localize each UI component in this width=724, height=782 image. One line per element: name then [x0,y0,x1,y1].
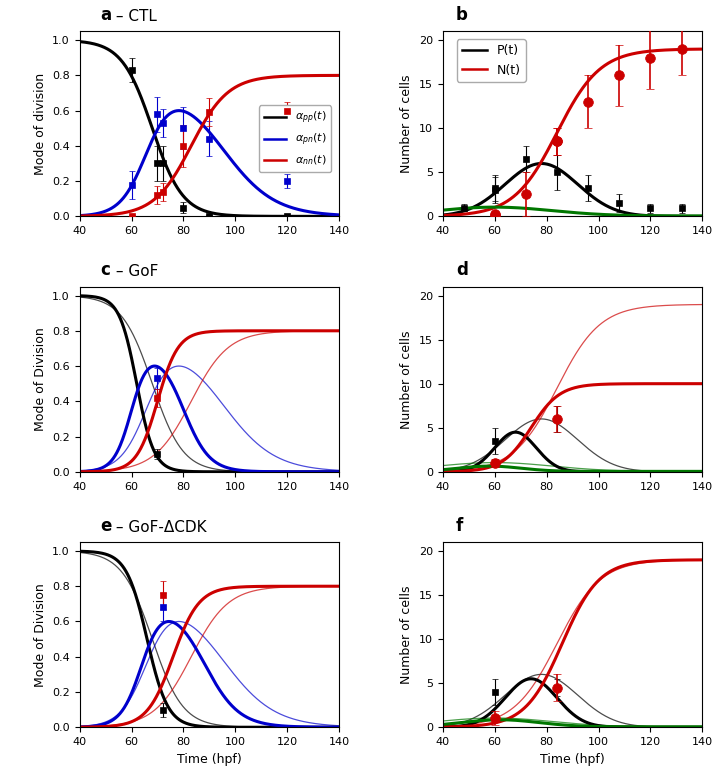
X-axis label: Time (hpf): Time (hpf) [540,752,605,766]
Text: f: f [456,517,463,535]
Text: – CTL: – CTL [111,9,156,24]
Text: e: e [101,517,111,535]
Text: b: b [456,6,468,24]
Text: – GoF-ΔCDK: – GoF-ΔCDK [111,520,206,535]
Y-axis label: Mode of Division: Mode of Division [33,583,46,687]
Text: d: d [456,261,468,279]
Y-axis label: Mode of Division: Mode of Division [33,328,46,431]
Text: c: c [101,261,110,279]
Y-axis label: Mode of division: Mode of division [33,73,46,175]
Text: – GoF: – GoF [111,264,158,279]
Y-axis label: Number of cells: Number of cells [400,74,413,173]
Text: a: a [101,6,111,24]
Y-axis label: Number of cells: Number of cells [400,586,413,684]
X-axis label: Time (hpf): Time (hpf) [177,752,242,766]
Legend: P(t), N(t): P(t), N(t) [457,39,526,81]
Y-axis label: Number of cells: Number of cells [400,330,413,429]
Legend: $\alpha_{pp}(t)$, $\alpha_{pn}(t)$, $\alpha_{nn}(t)$: $\alpha_{pp}(t)$, $\alpha_{pn}(t)$, $\al… [259,106,331,172]
